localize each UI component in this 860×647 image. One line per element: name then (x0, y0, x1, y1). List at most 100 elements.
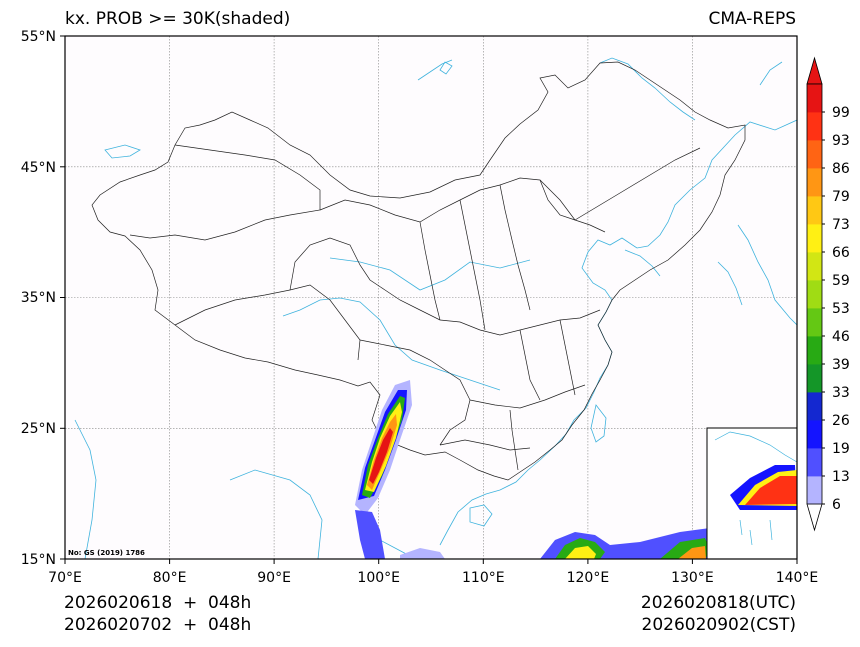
colorbar-label: 66 (832, 245, 850, 261)
colorbar-segment (807, 140, 822, 169)
longitude-labels: 70°E 80°E 90°E 100°E 110°E 120°E 130°E 1… (48, 570, 818, 586)
south-china-sea-inset (706, 427, 797, 559)
colorbar-label: 39 (832, 357, 850, 373)
colorbar: 6 13 19 26 33 39 46 53 59 66 73 79 86 93 99 (806, 56, 850, 532)
hainan (469, 504, 493, 527)
inset-islands (739, 519, 773, 546)
qinghai-border (289, 237, 386, 291)
prob-band-indochina (400, 548, 445, 559)
colorbar-extend-min (806, 503, 823, 532)
longitude-ticks (64, 559, 798, 564)
inset-coast (714, 431, 797, 463)
colorbar-segment (807, 476, 822, 505)
colorbar-label: 86 (832, 161, 850, 177)
colorbar-segment (807, 420, 822, 449)
prob-band-southern-blue (355, 510, 385, 559)
shaanxi-border (419, 221, 441, 321)
lake-baikal (439, 61, 453, 75)
lon-label: 80°E (153, 570, 187, 586)
valid-time-utc: 2026020818(UTC) (640, 593, 796, 613)
guangxi-border (439, 439, 531, 451)
coastlines (74, 57, 797, 559)
jilin-border (574, 147, 701, 221)
prob-band-99 (369, 428, 393, 484)
colorbar-label: 46 (832, 329, 850, 345)
colorbar-segment (807, 308, 822, 337)
approval-number: No: GS (2019) 1786 (68, 549, 145, 557)
colorbar-extend-max (806, 56, 823, 85)
lon-label: 130°E (671, 570, 714, 586)
lat-label: 15°N (21, 552, 56, 568)
init-time-utc: 2026020618 + 048h (64, 593, 252, 613)
yellow-river (329, 257, 531, 291)
korea-coast (717, 261, 743, 306)
lat-label: 25°N (21, 421, 56, 437)
colorbar-segment (807, 252, 822, 281)
colorbar-label: 93 (832, 133, 850, 149)
sakhalin (759, 61, 783, 86)
colorbar-label: 79 (832, 189, 850, 205)
colorbar-segment (807, 280, 822, 309)
latitude-labels: 15°N 25°N 35°N 45°N 55°N (21, 29, 56, 568)
korea-west-coast (624, 249, 661, 277)
hubei-border (519, 329, 541, 401)
graticule (65, 36, 797, 559)
lon-label: 140°E (776, 570, 819, 586)
colorbar-label: 33 (832, 385, 850, 401)
lon-label: 100°E (357, 570, 400, 586)
tibet-border (174, 284, 361, 361)
lon-label: 120°E (567, 570, 610, 586)
colorbar-label: 53 (832, 301, 850, 317)
inset-prob-red (745, 476, 797, 505)
lon-label: 110°E (462, 570, 505, 586)
lon-label: 90°E (257, 570, 291, 586)
colorbar-segment (807, 84, 822, 113)
colorbar-label: 19 (832, 441, 850, 457)
colorbar-label: 59 (832, 273, 850, 289)
colorbar-label: 99 (832, 105, 850, 121)
hebei-border (499, 184, 531, 311)
map-title: kx. PROB >= 30K(shaded) (65, 9, 291, 29)
colorbar-segment (807, 364, 822, 393)
xinjiang-border (129, 144, 321, 241)
japan-coast (737, 224, 797, 326)
jiangnan-border (469, 384, 586, 409)
anhui-border (559, 319, 576, 396)
valid-time-cst: 2026020902(CST) (641, 615, 796, 635)
lake-balkhash (104, 144, 141, 159)
init-time-cst: 2026020702 + 048h (64, 615, 252, 635)
taiwan (590, 404, 607, 443)
colorbar-segment (807, 336, 822, 365)
latitude-ticks (60, 35, 65, 560)
probability-shading (355, 380, 720, 559)
colorbar-segment (807, 224, 822, 253)
lat-label: 35°N (21, 290, 56, 306)
colorbar-label: 73 (832, 217, 850, 233)
sichuan-border (359, 339, 471, 446)
central-provinces-border (384, 289, 601, 336)
lake-baikal-shore (417, 59, 453, 81)
colorbar-label: 13 (832, 469, 850, 485)
shanxi-border (459, 199, 486, 331)
colorbar-segment (807, 448, 822, 477)
colorbar-label: 6 (832, 497, 841, 513)
lat-label: 55°N (21, 29, 56, 45)
colorbar-segment (807, 196, 822, 225)
province-borders (91, 61, 746, 481)
liaoning-border (539, 179, 606, 233)
lat-label: 45°N (21, 160, 56, 176)
colorbar-label: 26 (832, 413, 850, 429)
northeast-border-river (599, 57, 696, 121)
model-name: CMA-REPS (708, 9, 796, 29)
prob-band-scs-yellow (565, 546, 596, 559)
china-border (91, 61, 746, 481)
colorbar-segment (807, 392, 822, 421)
colorbar-segment (807, 112, 822, 141)
guangdong-border (509, 409, 519, 471)
bay-of-bengal-coast (229, 469, 323, 559)
india-west-coast (74, 419, 97, 559)
lon-label: 70°E (48, 570, 82, 586)
colorbar-segment (807, 168, 822, 197)
prob-band-scs-east-orange (678, 546, 706, 559)
